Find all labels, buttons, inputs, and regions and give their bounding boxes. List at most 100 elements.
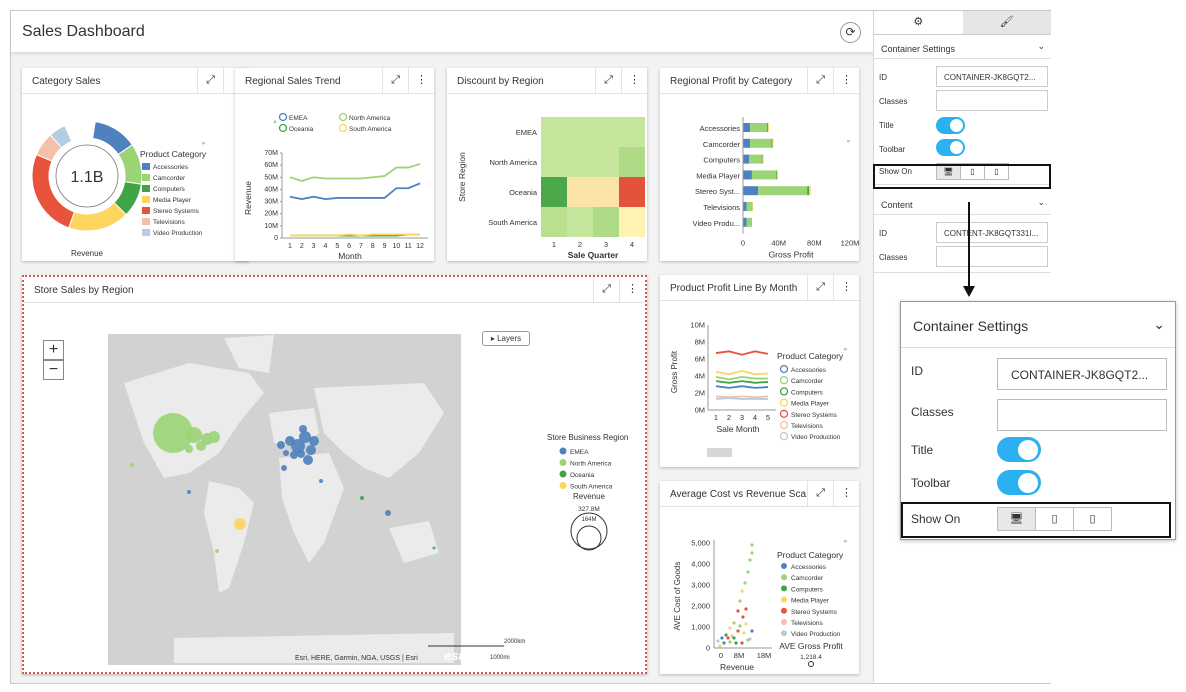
zoom-in-button[interactable]: + bbox=[43, 340, 64, 360]
expand-icon[interactable]: ⤢ bbox=[197, 68, 223, 94]
toolbar-toggle[interactable] bbox=[997, 470, 1041, 495]
category-label: Media Player bbox=[696, 171, 740, 180]
bar-segment bbox=[807, 186, 809, 196]
phone-icon[interactable]: ▯ bbox=[984, 163, 1009, 180]
x-tick-label: 18M bbox=[757, 651, 772, 660]
product-profit-line-chart: 10M 8M 6M 4M 2M 0M 1 2 3 4 5 Sale Month Gross Profit… bbox=[670, 321, 848, 442]
x-tick-label: 5 bbox=[335, 243, 339, 250]
more-menu-icon[interactable]: ⋮ bbox=[833, 481, 859, 507]
legend-marker bbox=[781, 585, 787, 592]
bar-segment bbox=[771, 138, 773, 148]
esri-logo: esri bbox=[444, 648, 468, 663]
bar-segment bbox=[767, 123, 769, 132]
panel-regional-profit: Regional Profit by Category ⤢ ⋮ Accessorie… bbox=[660, 68, 859, 261]
desktop-icon[interactable]: 🖥 bbox=[997, 507, 1036, 531]
legend-title: Product Category bbox=[777, 550, 844, 560]
expand-icon[interactable]: ⤢ bbox=[807, 68, 833, 94]
map-bubble bbox=[360, 496, 364, 500]
legend-swatch bbox=[142, 229, 150, 236]
classes-field[interactable] bbox=[997, 399, 1167, 431]
scatter-point bbox=[730, 634, 734, 638]
x-tick-label: 5 bbox=[766, 413, 770, 422]
x-tick-label: 2 bbox=[300, 243, 304, 250]
bar-segment bbox=[808, 186, 811, 196]
legend-item: Camcorder bbox=[791, 575, 824, 582]
legend-item: South America bbox=[570, 484, 613, 491]
panel-store-sales-map[interactable]: Store Sales by Region ⤢ ⋮ Store Business R… bbox=[22, 275, 647, 674]
content-section-header[interactable]: Content ⌄ bbox=[874, 191, 1051, 215]
expand-icon[interactable]: ⤢ bbox=[595, 68, 621, 94]
heatmap-cell bbox=[593, 117, 619, 147]
dashboard-header: Sales Dashboard ⟳ bbox=[11, 11, 873, 53]
bar-segment bbox=[750, 123, 768, 132]
id-field[interactable]: CONTAINER-JK8GQT2... bbox=[997, 358, 1167, 390]
chevron-down-icon: ⌄ bbox=[1037, 197, 1045, 207]
scatter-point bbox=[732, 636, 736, 640]
map-bubble bbox=[234, 518, 246, 530]
expand-icon[interactable]: ⤢ bbox=[807, 481, 833, 507]
title-label: Title bbox=[879, 121, 894, 130]
layers-button[interactable]: ▸ Layers bbox=[482, 331, 530, 346]
scatter-point bbox=[738, 599, 742, 603]
expand-icon[interactable]: ⤢ bbox=[382, 68, 408, 94]
page-title: Sales Dashboard bbox=[22, 23, 145, 40]
y-axis-label: AVE Cost of Goods bbox=[673, 562, 682, 631]
toolbar-toggle[interactable] bbox=[936, 139, 965, 156]
legend-item: Stereo Systems bbox=[791, 609, 838, 616]
classes-field[interactable] bbox=[936, 90, 1048, 111]
expand-icon[interactable]: ⤢ bbox=[807, 275, 833, 301]
x-tick-label: 12 bbox=[416, 243, 424, 250]
more-menu-icon[interactable]: ⋮ bbox=[621, 68, 647, 94]
more-menu-icon[interactable]: ⋮ bbox=[619, 277, 645, 303]
y-axis-label: Gross Profit bbox=[670, 350, 679, 393]
zoom-out-button[interactable]: − bbox=[43, 360, 64, 380]
category-label: Stereo Syst... bbox=[695, 187, 740, 196]
y-tick-label: 20M bbox=[264, 211, 278, 218]
legend-marker bbox=[338, 123, 348, 133]
discount-heatmap: EMEA North America Oceania South America 1 2 3… bbox=[457, 117, 645, 260]
more-menu-icon[interactable]: ⋮ bbox=[833, 68, 859, 94]
content-id-field[interactable]: CONTENT-JK8GQT331I... bbox=[936, 222, 1048, 243]
size-legend-min: 164M bbox=[581, 517, 596, 523]
x-axis-label: Gross Profit bbox=[769, 250, 815, 260]
brush-icon[interactable]: 🖌 bbox=[962, 11, 1051, 34]
legend-marker bbox=[559, 470, 567, 478]
phone-icon[interactable]: ▯ bbox=[1073, 507, 1112, 531]
id-field[interactable]: CONTAINER-JK8GQT2... bbox=[936, 66, 1048, 87]
panel-title: Discount by Region bbox=[457, 76, 544, 87]
legend-swatch bbox=[142, 207, 150, 214]
expand-icon[interactable]: ⤢ bbox=[593, 277, 619, 303]
legend-item: Computers bbox=[791, 586, 824, 593]
legend-swatch bbox=[142, 185, 150, 192]
panel-title: Regional Sales Trend bbox=[245, 76, 341, 87]
y-tick-label: 10M bbox=[690, 321, 705, 330]
bar-segment bbox=[761, 154, 763, 164]
scatter-point bbox=[750, 551, 754, 555]
gear-icon[interactable]: ⚙ bbox=[913, 16, 924, 28]
show-on-highlight bbox=[901, 502, 1171, 538]
content-classes-field[interactable] bbox=[936, 246, 1048, 267]
legend-marker bbox=[338, 112, 348, 122]
scatter-point bbox=[738, 624, 742, 628]
legend-scroll-icon: ▸ bbox=[844, 346, 848, 353]
x-tick-label: 8 bbox=[371, 243, 375, 250]
title-toggle[interactable] bbox=[997, 437, 1041, 462]
legend-item: Video Production bbox=[153, 230, 203, 237]
category-label: Video Produ... bbox=[693, 219, 740, 228]
bar-segment bbox=[772, 138, 774, 148]
legend-item: Computers bbox=[153, 186, 186, 193]
store-sales-map: Store Business Region EMEA North America Oc… bbox=[108, 334, 628, 665]
y-axis-label: Store Region bbox=[457, 152, 467, 202]
x-tick-label: 3 bbox=[312, 243, 316, 250]
more-menu-icon[interactable]: ⋮ bbox=[408, 68, 434, 94]
refresh-icon[interactable]: ⟳ bbox=[840, 22, 861, 43]
chart-scrollbar[interactable] bbox=[707, 448, 732, 457]
more-menu-icon[interactable]: ⋮ bbox=[833, 275, 859, 301]
legend-swatch bbox=[142, 218, 150, 225]
title-toggle[interactable] bbox=[936, 117, 965, 134]
content-id-label: ID bbox=[879, 229, 887, 238]
heatmap-cell bbox=[567, 177, 593, 207]
container-settings-header[interactable]: Container Settings ⌄ bbox=[874, 35, 1051, 59]
x-tick-label: 9 bbox=[383, 243, 387, 250]
bar-segment bbox=[743, 217, 747, 227]
